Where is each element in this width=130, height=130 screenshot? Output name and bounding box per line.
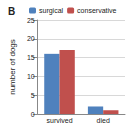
svg-text:0: 0 [31, 111, 35, 118]
svg-text:survived: survived [46, 117, 72, 124]
svg-text:B: B [8, 6, 15, 17]
svg-text:surgical: surgical [39, 7, 64, 15]
svg-text:15: 15 [27, 54, 35, 61]
svg-text:number of dogs: number of dogs [8, 39, 17, 95]
svg-text:25: 25 [27, 17, 35, 24]
svg-text:died: died [97, 117, 110, 124]
svg-text:10: 10 [27, 73, 35, 80]
svg-text:conservative: conservative [77, 7, 116, 14]
svg-text:20: 20 [27, 35, 35, 42]
svg-text:5: 5 [31, 92, 35, 99]
